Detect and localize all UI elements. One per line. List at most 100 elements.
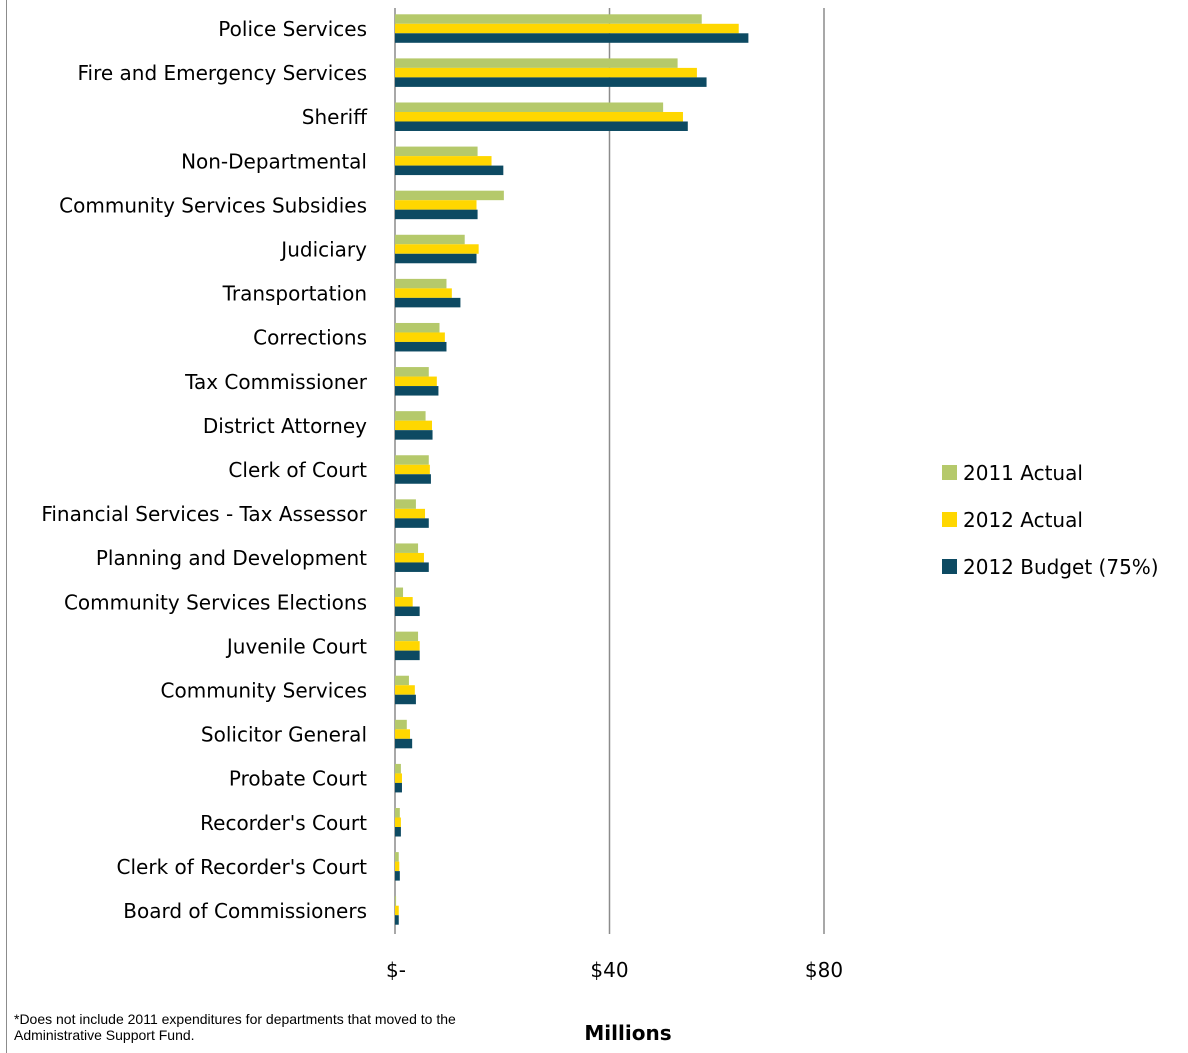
category-label: District Attorney <box>203 414 367 438</box>
category-labels: Police Services Fire and Emergency Servic… <box>41 17 368 923</box>
bar-1-2 <box>395 58 678 68</box>
bar-1-5 <box>395 190 504 201</box>
category-label: Clerk of Recorder's Court <box>117 855 368 879</box>
bar-2-21 <box>395 905 399 916</box>
legend-label: 2012 Budget (75%) <box>963 555 1159 579</box>
bar-3-4 <box>395 165 504 176</box>
bar-3-12 <box>395 518 429 528</box>
category-label: Community Services Elections <box>64 590 367 614</box>
bar-2-13 <box>395 552 424 563</box>
bar-1-13 <box>395 543 419 553</box>
category-label: Community Services Subsidies <box>59 193 367 217</box>
bar-1-10 <box>395 411 426 421</box>
bar-2-16 <box>395 685 415 695</box>
bar-3-16 <box>395 694 416 705</box>
bar-3-7 <box>395 297 461 308</box>
bar-3-21 <box>395 915 399 925</box>
bar-1-4 <box>395 146 478 157</box>
bar-1-12 <box>395 499 416 509</box>
bar-3-6 <box>395 253 477 264</box>
bar-3-5 <box>395 209 478 220</box>
bar-2-15 <box>395 641 420 651</box>
category-label: Corrections <box>253 326 367 350</box>
bar-1-21 <box>395 896 397 906</box>
bar-group <box>395 14 749 925</box>
bar-2-18 <box>395 773 402 783</box>
bar-2-2 <box>395 67 697 78</box>
category-label: Recorder's Court <box>200 811 367 835</box>
bar-2-9 <box>395 376 437 387</box>
bar-1-6 <box>395 234 465 245</box>
x-tick-label: $- <box>386 958 406 982</box>
category-label: Probate Court <box>229 767 367 791</box>
category-label: Solicitor General <box>201 723 367 747</box>
category-label: Fire and Emergency Services <box>77 61 367 85</box>
bar-2-12 <box>395 508 426 519</box>
bar-3-1 <box>395 33 749 43</box>
bar-2-10 <box>395 420 433 431</box>
bar-1-18 <box>395 763 401 774</box>
bar-1-3 <box>395 102 664 112</box>
category-label: Police Services <box>218 17 367 41</box>
bar-2-19 <box>395 817 401 828</box>
category-label: Planning and Development <box>96 546 367 570</box>
category-label: Juvenile Court <box>225 634 367 658</box>
bar-3-15 <box>395 650 420 661</box>
bar-2-20 <box>395 861 400 872</box>
bar-2-5 <box>395 200 477 210</box>
bar-1-19 <box>395 808 400 818</box>
bar-1-17 <box>395 719 407 730</box>
bar-1-9 <box>395 367 429 377</box>
bar-1-16 <box>395 675 409 686</box>
x-tick-label: $40 <box>590 958 628 982</box>
bar-3-19 <box>395 827 401 837</box>
bar-3-13 <box>395 562 429 572</box>
bar-2-3 <box>395 111 683 122</box>
bar-1-15 <box>395 631 419 642</box>
bar-3-3 <box>395 121 688 131</box>
bar-3-11 <box>395 474 431 484</box>
bar-2-17 <box>395 729 411 739</box>
bar-2-14 <box>395 597 413 607</box>
bar-1-20 <box>395 852 399 862</box>
legend-swatch <box>942 465 957 480</box>
bar-3-18 <box>395 782 402 793</box>
legend-swatch <box>942 559 957 574</box>
bar-3-9 <box>395 386 439 396</box>
bar-1-1 <box>395 14 702 24</box>
legend: 2011 Actual 2012 Actual 2012 Budget (75%) <box>942 461 1159 579</box>
chart-frame <box>6 0 1188 1053</box>
bar-3-8 <box>395 341 447 352</box>
bar-3-2 <box>395 77 707 87</box>
bar-1-7 <box>395 278 447 289</box>
category-label: Sheriff <box>302 105 368 129</box>
bar-2-8 <box>395 332 445 342</box>
category-label: Transportation <box>222 282 367 306</box>
bar-2-11 <box>395 464 430 475</box>
bar-2-6 <box>395 244 479 254</box>
bar-3-14 <box>395 606 420 617</box>
legend-swatch <box>942 512 957 527</box>
x-axis-title: Millions <box>584 1021 671 1045</box>
category-label: Judiciary <box>279 238 367 262</box>
bar-3-10 <box>395 430 433 440</box>
x-tick-labels: $- $40 $80 <box>386 958 843 982</box>
category-label: Community Services <box>161 678 367 702</box>
bar-1-11 <box>395 455 429 465</box>
category-label: Board of Commissioners <box>123 899 367 923</box>
footnote: *Does not include 2011 expenditures for … <box>14 1011 456 1043</box>
category-label: Non-Departmental <box>181 149 367 173</box>
bar-2-7 <box>395 288 452 298</box>
bar-2-4 <box>395 156 492 166</box>
bar-1-14 <box>395 587 404 598</box>
bar-3-20 <box>395 871 400 881</box>
bar-2-1 <box>395 23 739 34</box>
x-tick-label: $80 <box>805 958 843 982</box>
legend-label: 2012 Actual <box>963 508 1083 532</box>
bar-1-8 <box>395 322 440 333</box>
category-label: Tax Commissioner <box>184 370 368 394</box>
category-label: Clerk of Court <box>228 458 367 482</box>
legend-label: 2011 Actual <box>963 461 1083 485</box>
bar-3-17 <box>395 738 413 749</box>
